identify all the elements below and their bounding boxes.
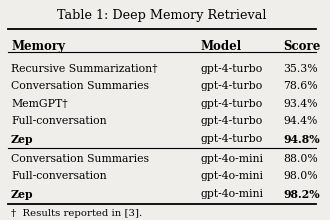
Text: 98.0%: 98.0% [283,171,318,181]
Text: Zep: Zep [11,134,34,145]
Text: 94.4%: 94.4% [283,116,318,126]
Text: gpt-4-turbo: gpt-4-turbo [200,116,262,126]
Text: Zep: Zep [11,189,34,200]
Text: gpt-4-turbo: gpt-4-turbo [200,134,262,143]
Text: Table 1: Deep Memory Retrieval: Table 1: Deep Memory Retrieval [57,9,266,22]
Text: 94.8%: 94.8% [283,134,320,145]
Text: Conversation Summaries: Conversation Summaries [11,81,149,91]
Text: Memory: Memory [11,40,65,53]
Text: gpt-4-turbo: gpt-4-turbo [200,99,262,109]
Text: MemGPT†: MemGPT† [11,99,68,109]
Text: 78.6%: 78.6% [283,81,318,91]
Text: Recursive Summarization†: Recursive Summarization† [11,64,158,74]
Text: 98.2%: 98.2% [283,189,320,200]
Text: 88.0%: 88.0% [283,154,318,164]
Text: 93.4%: 93.4% [283,99,318,109]
Text: gpt-4o-mini: gpt-4o-mini [200,171,263,181]
Text: Full-conversation: Full-conversation [11,171,107,181]
Text: Model: Model [200,40,241,53]
Text: †  Results reported in [3].: † Results reported in [3]. [11,209,142,218]
Text: gpt-4-turbo: gpt-4-turbo [200,64,262,74]
Text: Conversation Summaries: Conversation Summaries [11,154,149,164]
Text: Score: Score [283,40,321,53]
Text: gpt-4o-mini: gpt-4o-mini [200,154,263,164]
Text: gpt-4o-mini: gpt-4o-mini [200,189,263,199]
Text: 35.3%: 35.3% [283,64,318,74]
Text: Full-conversation: Full-conversation [11,116,107,126]
Text: gpt-4-turbo: gpt-4-turbo [200,81,262,91]
